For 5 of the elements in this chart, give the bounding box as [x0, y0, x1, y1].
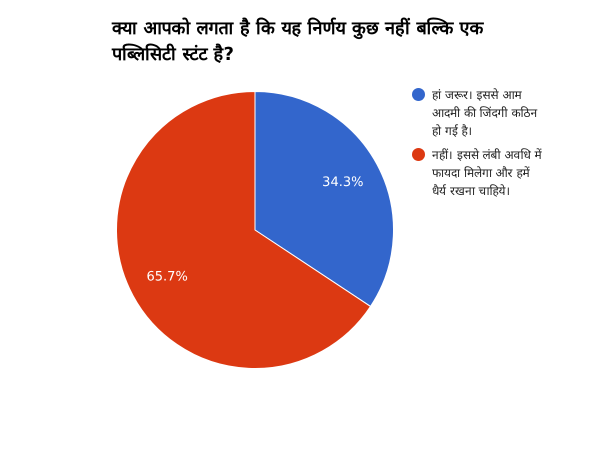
- chart-title: क्या आपको लगता है कि यह निर्णय कुछ नहीं बल्कि एक पब्लिसिटी स्टंट है?: [112, 16, 485, 67]
- data-label: 65.7%: [146, 270, 188, 285]
- legend-label: नहीं। इससे लंबी अवधि में फायदा मिलेगा और हमें धैर्य रखना चाहिये।: [432, 147, 543, 200]
- data-label: 34.3%: [322, 175, 364, 190]
- legend-label: हां जरूर। इससे आम आदमी की जिंदगी कठिन हो गई है।: [432, 87, 538, 140]
